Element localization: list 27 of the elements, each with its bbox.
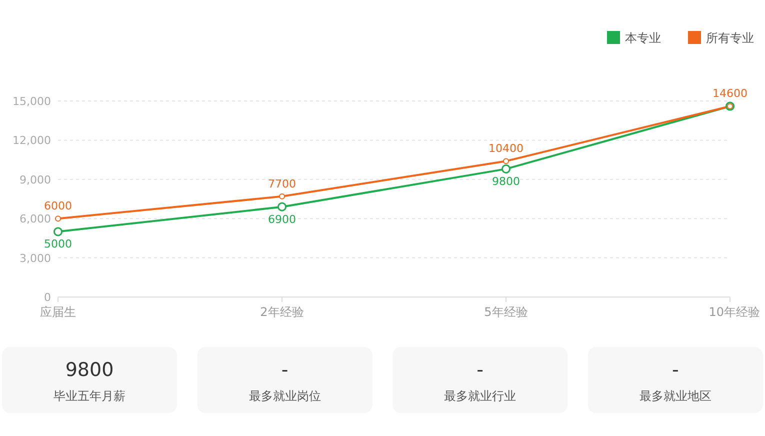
x-tick-label: 2年经验 [260, 305, 304, 319]
y-tick-label: 3,000 [20, 252, 51, 265]
text: 最多就业行业 [444, 389, 516, 403]
text: - [281, 359, 288, 381]
text: 9800 [65, 359, 114, 381]
y-tick-label: 9,000 [20, 173, 51, 186]
text: - [672, 359, 679, 381]
legend-label: 本专业 [625, 31, 661, 45]
text: 最多就业岗位 [248, 389, 321, 403]
x-tick-label: 10年经验 [708, 305, 760, 319]
x-tick-label: 应届生 [40, 305, 76, 319]
data-label: 5000 [44, 238, 72, 251]
data-label: 9800 [492, 174, 520, 188]
text: 最多就业地区 [639, 389, 712, 403]
data-label: 6000 [44, 200, 72, 213]
data-label: 7700 [268, 177, 296, 190]
data-label: 10400 [488, 142, 524, 156]
y-tick-label: 0 [44, 291, 51, 304]
text: - [476, 359, 484, 381]
y-tick-label: 15,000 [12, 95, 51, 108]
y-tick-label: 12,000 [12, 134, 51, 148]
data-label: 14600 [712, 87, 748, 100]
data-label: 6900 [268, 212, 296, 226]
legend-label: 所有专业 [706, 31, 754, 45]
text: 毕业五年月薪 [54, 389, 126, 403]
x-tick-label: 5年经验 [484, 305, 528, 319]
y-tick-label: 6,000 [20, 212, 51, 226]
